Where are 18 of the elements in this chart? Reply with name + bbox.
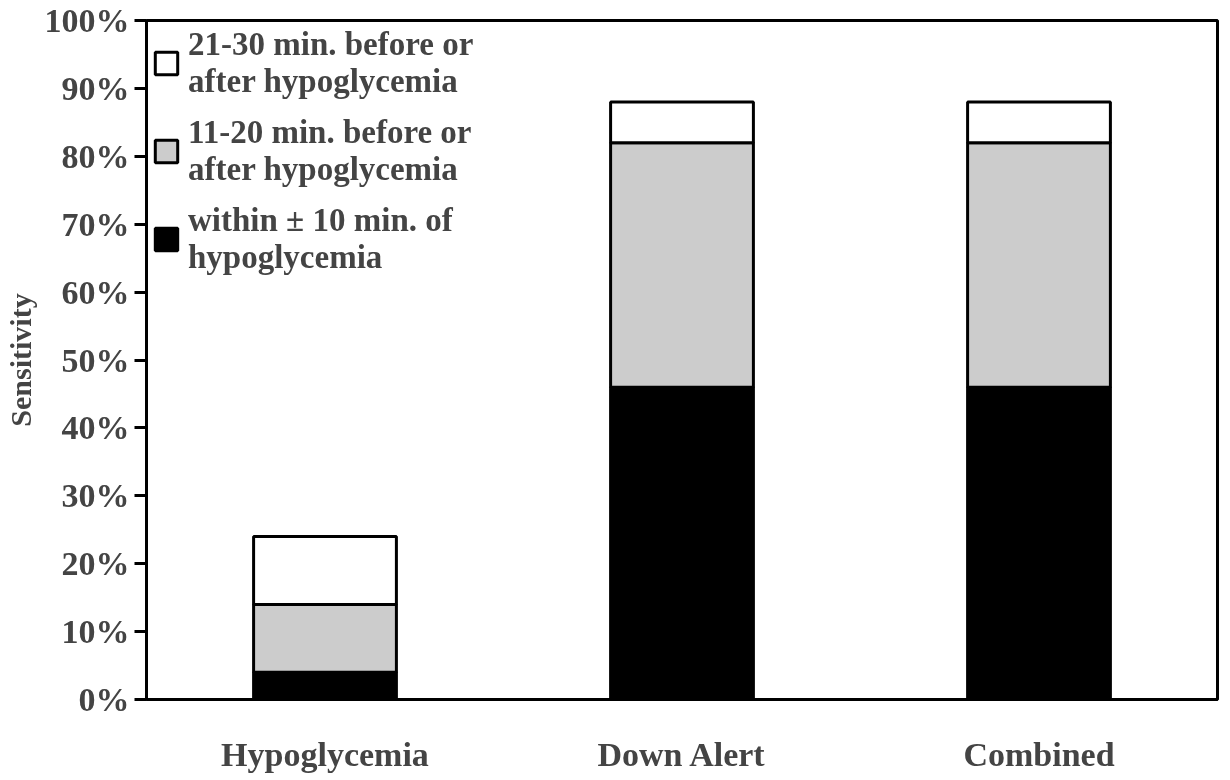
y-tick-label: 100%: [44, 2, 130, 39]
y-tick-label: 10%: [61, 613, 130, 651]
y-tick-label: 0%: [78, 681, 130, 718]
y-tick-label: 70%: [61, 205, 130, 243]
x-tick-label: Hypoglycemia: [221, 735, 429, 773]
y-tick-label: 20%: [61, 545, 130, 583]
x-tick-label: Down Alert: [597, 735, 766, 773]
y-tick-label: 40%: [61, 409, 130, 447]
x-tick-label: Combined: [963, 735, 1115, 773]
y-axis-title: Sensitivity: [3, 293, 37, 427]
legend-label: 11-20 min. before or after hypoglycemia: [188, 114, 472, 188]
y-tick-label: 80%: [61, 137, 130, 175]
y-tick-label: 90%: [61, 69, 130, 107]
y-tick-label: 50%: [61, 341, 130, 379]
y-tick-label: 60%: [61, 273, 130, 311]
legend-label: within ± 10 min. of hypoglycemia: [188, 202, 453, 276]
y-tick-label: 30%: [61, 477, 130, 515]
legend-label: 21-30 min. before or after hypoglycemia: [188, 26, 474, 100]
